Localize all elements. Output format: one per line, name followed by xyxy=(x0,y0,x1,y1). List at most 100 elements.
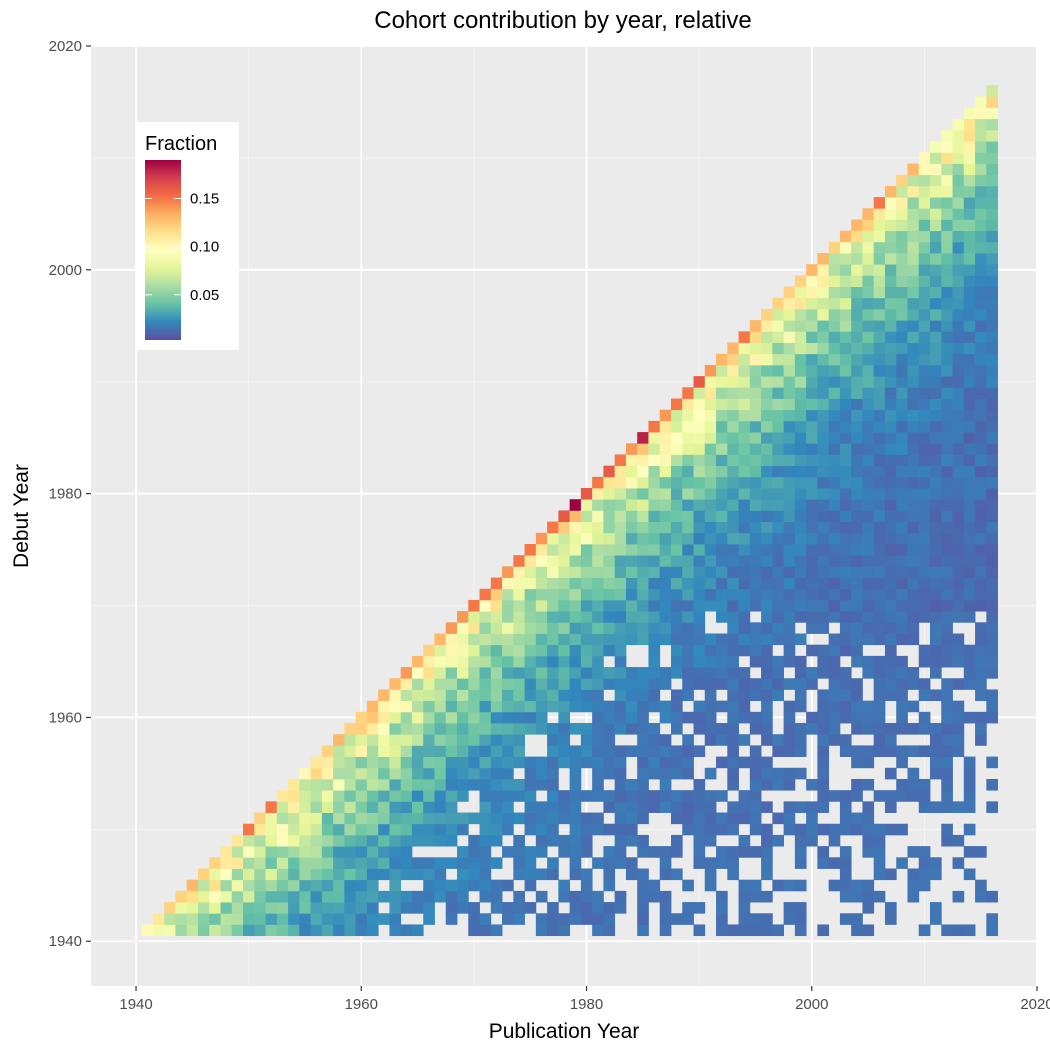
heatmap-cell xyxy=(772,689,785,702)
heatmap-cell xyxy=(761,364,773,377)
heatmap-cell xyxy=(873,253,886,265)
heatmap-cell xyxy=(828,510,841,522)
heatmap-cell xyxy=(772,577,785,590)
heatmap-cell xyxy=(625,611,638,623)
heatmap-cell xyxy=(513,633,525,646)
heatmap-cell xyxy=(614,577,627,590)
heatmap-cell xyxy=(502,790,514,802)
heatmap-cell xyxy=(749,633,762,646)
heatmap-cell xyxy=(524,588,537,601)
heatmap-cell xyxy=(682,678,694,690)
heatmap-cell xyxy=(986,163,998,176)
heatmap-cell xyxy=(986,141,998,153)
heatmap-cell xyxy=(963,264,976,276)
heatmap-cell xyxy=(862,308,875,321)
heatmap-cell xyxy=(716,499,728,511)
heatmap-cell xyxy=(299,857,312,869)
heatmap-cell xyxy=(558,510,571,522)
heatmap-cell xyxy=(963,275,976,287)
heatmap-cell xyxy=(400,868,413,881)
heatmap-cell xyxy=(603,499,616,511)
heatmap-cell xyxy=(772,398,785,411)
heatmap-cell xyxy=(884,420,897,433)
heatmap-cell xyxy=(423,879,435,892)
heatmap-cell xyxy=(896,432,908,444)
heatmap-cell xyxy=(896,420,908,433)
heatmap-cell xyxy=(963,297,976,310)
heatmap-cell xyxy=(535,588,548,601)
heatmap-cell xyxy=(558,588,571,601)
heatmap-cell xyxy=(243,868,255,881)
heatmap-cell xyxy=(862,700,875,713)
heatmap-cell xyxy=(411,723,424,735)
heatmap-cell xyxy=(716,902,728,914)
heatmap-cell xyxy=(738,756,751,769)
heatmap-cell xyxy=(547,745,559,757)
heatmap-cell xyxy=(907,331,920,343)
heatmap-cell xyxy=(366,857,379,869)
heatmap-cell xyxy=(794,588,807,601)
heatmap-cell xyxy=(851,913,863,925)
heatmap-cell xyxy=(896,230,908,243)
heatmap-cell xyxy=(975,208,987,220)
heatmap-cell xyxy=(535,834,548,847)
heatmap-cell xyxy=(963,208,976,220)
heatmap-cell xyxy=(749,599,762,612)
heatmap-cell xyxy=(716,924,728,937)
heatmap-cell xyxy=(941,611,953,623)
heatmap-cell xyxy=(828,577,841,590)
heatmap-cell xyxy=(682,432,694,444)
heatmap-cell xyxy=(625,812,638,825)
heatmap-cell xyxy=(524,711,537,724)
heatmap-cell xyxy=(794,767,807,780)
heatmap-cell xyxy=(884,499,897,511)
heatmap-cell xyxy=(907,611,920,623)
heatmap-cell xyxy=(389,790,402,802)
heatmap-cell xyxy=(727,488,739,500)
heatmap-cell xyxy=(761,588,773,601)
heatmap-cell xyxy=(783,745,796,757)
heatmap-cell xyxy=(941,420,953,433)
heatmap-cell xyxy=(907,420,920,433)
heatmap-cell xyxy=(535,723,548,735)
heatmap-cell xyxy=(648,667,661,679)
heatmap-cell xyxy=(231,879,244,892)
heatmap-cell xyxy=(851,387,863,399)
heatmap-cell xyxy=(580,667,593,679)
heatmap-cell xyxy=(637,432,649,444)
heatmap-cell xyxy=(535,778,548,791)
heatmap-cell xyxy=(288,834,300,847)
heatmap-cell xyxy=(806,532,818,545)
heatmap-cell xyxy=(411,812,424,825)
heatmap-cell xyxy=(930,163,942,176)
heatmap-cell xyxy=(535,655,548,668)
heatmap-cell xyxy=(884,689,897,702)
heatmap-cell xyxy=(930,902,942,914)
heatmap-cell xyxy=(738,879,751,892)
heatmap-cell xyxy=(411,823,424,836)
heatmap-cell xyxy=(693,499,706,511)
heatmap-cell xyxy=(963,790,976,802)
heatmap-cell xyxy=(896,443,908,455)
heatmap-cell xyxy=(389,823,402,836)
heatmap-cell xyxy=(738,734,751,746)
heatmap-cell xyxy=(648,801,661,813)
heatmap-cell xyxy=(941,790,953,802)
heatmap-cell xyxy=(445,711,458,724)
heatmap-cell xyxy=(141,924,154,937)
heatmap-cell xyxy=(693,376,706,388)
heatmap-cell xyxy=(839,857,852,869)
heatmap-cell xyxy=(445,801,458,813)
heatmap-cell xyxy=(535,633,548,646)
heatmap-cell xyxy=(738,812,751,825)
heatmap-cell xyxy=(862,655,875,668)
heatmap-cell xyxy=(535,577,548,590)
heatmap-cell xyxy=(806,331,818,343)
heatmap-cell xyxy=(366,902,379,914)
heatmap-cell xyxy=(434,823,447,836)
heatmap-cell xyxy=(963,219,976,232)
heatmap-cell xyxy=(603,879,616,892)
heatmap-cell xyxy=(603,902,616,914)
heatmap-cell xyxy=(716,432,728,444)
heatmap-cell xyxy=(479,790,492,802)
